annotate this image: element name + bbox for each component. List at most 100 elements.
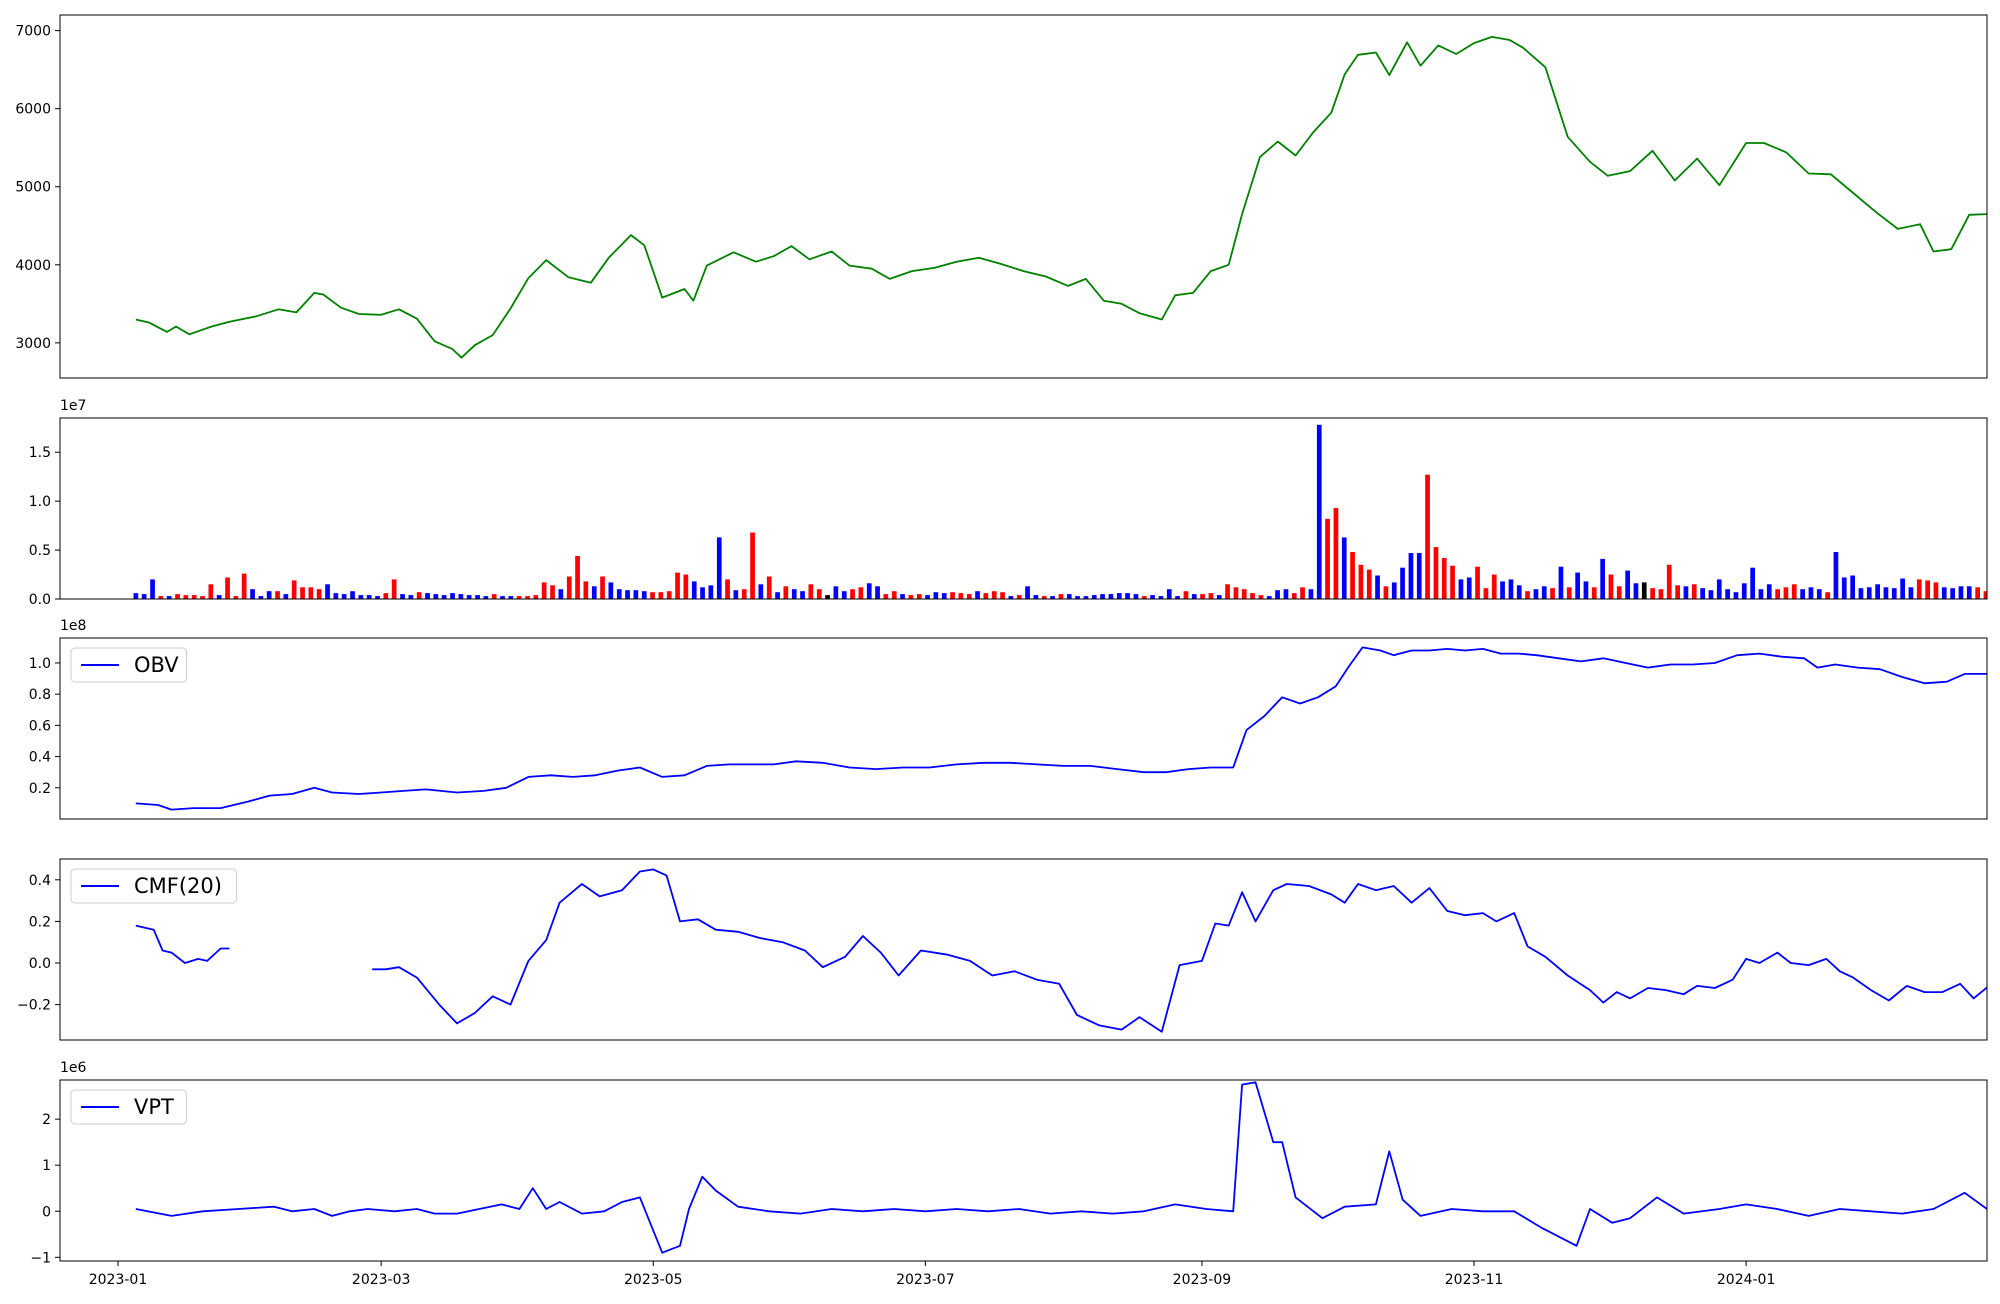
volume-bar — [725, 579, 730, 599]
volume-bar — [350, 591, 355, 599]
volume-bar — [1650, 588, 1655, 599]
volume-bar — [1408, 553, 1414, 599]
volume-bar — [1466, 577, 1472, 599]
volume-bar — [825, 595, 830, 599]
legend-label: VPT — [134, 1095, 174, 1119]
axis-offset-label: 1e7 — [60, 398, 86, 414]
volume-bar — [1166, 589, 1172, 599]
volume-bar — [1391, 582, 1397, 599]
volume-bar — [283, 594, 289, 599]
volume-bar — [675, 572, 680, 599]
volume-bar — [316, 589, 322, 599]
volume-bar — [1683, 586, 1689, 599]
volume-bar — [1800, 589, 1805, 599]
volume-bar — [716, 537, 722, 599]
volume-bar — [1383, 586, 1389, 599]
volume-bar — [408, 595, 414, 599]
volume-bar — [1575, 572, 1580, 599]
x-tick-label: 2023-11 — [1445, 1272, 1504, 1288]
volume-bar — [641, 591, 647, 599]
volume-bar — [1966, 586, 1972, 599]
volume-bar — [150, 579, 155, 599]
volume-bar — [650, 592, 655, 599]
volume-bar — [1341, 537, 1347, 599]
y-tick-label: 0.2 — [29, 914, 51, 930]
volume-bar — [625, 590, 630, 599]
volume-bar — [1975, 587, 1980, 599]
volume-bar — [1208, 593, 1214, 599]
y-tick-label: 0.0 — [29, 592, 51, 608]
volume-bar — [1533, 589, 1539, 599]
volume-bar — [1958, 586, 1964, 599]
volume-bar — [1216, 595, 1222, 599]
volume-bar — [533, 595, 539, 599]
y-tick-label: 0 — [42, 1204, 51, 1220]
volume-bar — [908, 595, 914, 599]
y-tick-label: 4000 — [15, 258, 51, 274]
y-tick-label: −1 — [30, 1250, 51, 1266]
volume-bar — [1108, 594, 1114, 599]
volume-bar — [875, 586, 880, 599]
volume-bar — [1258, 595, 1264, 599]
volume-bar — [375, 596, 380, 599]
volume-bar — [508, 596, 514, 599]
volume-bar — [1666, 564, 1672, 599]
volume-bar — [1875, 584, 1880, 599]
volume-bar — [400, 594, 405, 599]
volume-bar — [1591, 587, 1597, 599]
volume-bar — [883, 594, 889, 599]
y-tick-label: 0.5 — [29, 543, 51, 559]
axes-frame — [59, 637, 1988, 820]
series-line — [135, 1081, 1987, 1254]
volume-bar — [325, 584, 330, 599]
volume-bar — [1458, 579, 1464, 599]
volume-bar — [1041, 596, 1047, 599]
volume-bar — [1583, 581, 1589, 599]
volume-bar — [1300, 587, 1305, 599]
volume-bar — [1050, 596, 1055, 599]
y-tick-label: 0.4 — [29, 873, 51, 889]
y-tick-label: 0.4 — [29, 750, 51, 766]
volume-bar — [250, 589, 255, 599]
volume-bar — [750, 532, 755, 599]
volume-bar — [975, 591, 980, 599]
volume-bar — [1525, 591, 1530, 599]
volume-bar — [1691, 584, 1697, 599]
volume-bar — [833, 586, 839, 599]
volume-bar — [1941, 587, 1947, 599]
volume-bar — [600, 576, 605, 599]
axes-frame — [59, 14, 1988, 379]
volume-bar — [575, 556, 580, 599]
volume-bar — [1483, 588, 1489, 599]
axis-offset-label: 1e8 — [60, 618, 86, 634]
volume-bar — [1191, 594, 1197, 599]
legend-box — [70, 1089, 187, 1125]
x-tick-label: 2023-01 — [89, 1272, 148, 1288]
volume-bar — [1883, 587, 1889, 599]
volume-bar — [450, 593, 455, 599]
volume-bar — [358, 595, 364, 599]
volume-bar — [1858, 588, 1864, 599]
volume-bar — [166, 596, 172, 599]
volume-bar — [916, 594, 922, 599]
volume-bar — [1016, 595, 1022, 599]
volume-bar — [841, 591, 847, 599]
series-line — [135, 924, 230, 964]
volume-bar — [1900, 578, 1905, 599]
volume-bar — [1833, 552, 1839, 599]
volume-bar — [1091, 595, 1097, 599]
volume-bar — [1308, 589, 1314, 599]
volume-bar — [1400, 567, 1405, 599]
volume-bar — [1083, 596, 1089, 599]
volume-bar — [1916, 579, 1922, 599]
volume-bar — [1241, 589, 1247, 599]
volume-bar — [1225, 584, 1230, 599]
volume-bar — [525, 596, 530, 599]
volume-bar — [850, 589, 855, 599]
volume-bar — [1733, 592, 1739, 599]
volume-bar — [1658, 589, 1664, 599]
volume-bar — [1266, 596, 1272, 599]
y-tick-label: 0.2 — [29, 781, 51, 797]
volume-bar — [1775, 589, 1780, 599]
